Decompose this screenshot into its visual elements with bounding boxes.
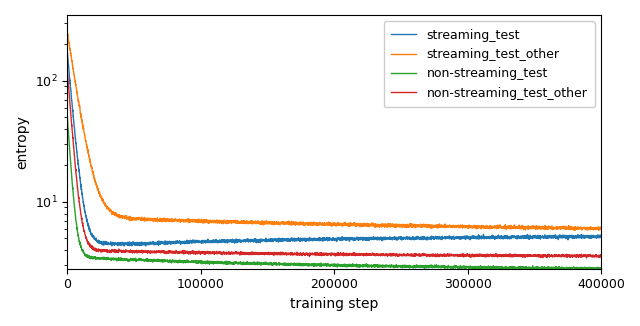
non-streaming_test_other	[287, 252, 295, 256]
streaming_test	[287, 237, 295, 241]
Line: non-streaming_test: non-streaming_test	[67, 111, 601, 270]
non-streaming_test	[580, 267, 588, 271]
non-streaming_test	[554, 268, 562, 272]
streaming_test_other	[292, 220, 300, 224]
streaming_test	[317, 237, 324, 241]
streaming_test	[581, 235, 589, 239]
streaming_test	[554, 236, 562, 240]
Line: non-streaming_test_other: non-streaming_test_other	[67, 67, 601, 258]
streaming_test	[292, 238, 300, 242]
streaming_test_other	[317, 222, 324, 226]
non-streaming_test_other	[580, 254, 588, 258]
non-streaming_test	[317, 263, 324, 267]
streaming_test_other	[597, 227, 605, 230]
non-streaming_test	[287, 262, 295, 266]
non-streaming_test_other	[554, 254, 562, 258]
non-streaming_test	[451, 264, 459, 268]
non-streaming_test	[597, 266, 605, 270]
non-streaming_test_other	[63, 65, 71, 68]
Line: streaming_test_other: streaming_test_other	[67, 30, 601, 230]
non-streaming_test_other	[317, 251, 324, 255]
X-axis label: training step: training step	[290, 297, 378, 311]
Y-axis label: entropy: entropy	[15, 115, 29, 169]
Legend: streaming_test, streaming_test_other, non-streaming_test, non-streaming_test_oth: streaming_test, streaming_test_other, no…	[384, 21, 595, 107]
streaming_test_other	[581, 226, 589, 230]
streaming_test	[120, 244, 128, 248]
streaming_test_other	[63, 28, 71, 32]
streaming_test	[63, 47, 71, 51]
non-streaming_test	[63, 110, 71, 113]
non-streaming_test_other	[582, 256, 590, 260]
non-streaming_test_other	[597, 254, 605, 258]
streaming_test_other	[287, 219, 295, 223]
non-streaming_test_other	[292, 252, 300, 256]
streaming_test_other	[451, 224, 459, 228]
streaming_test_other	[63, 28, 71, 32]
non-streaming_test	[292, 262, 300, 266]
streaming_test	[597, 235, 605, 239]
non-streaming_test	[588, 268, 595, 272]
non-streaming_test_other	[451, 253, 459, 257]
streaming_test	[451, 236, 459, 240]
streaming_test_other	[570, 229, 578, 232]
Line: streaming_test: streaming_test	[67, 49, 601, 246]
streaming_test_other	[554, 226, 562, 230]
